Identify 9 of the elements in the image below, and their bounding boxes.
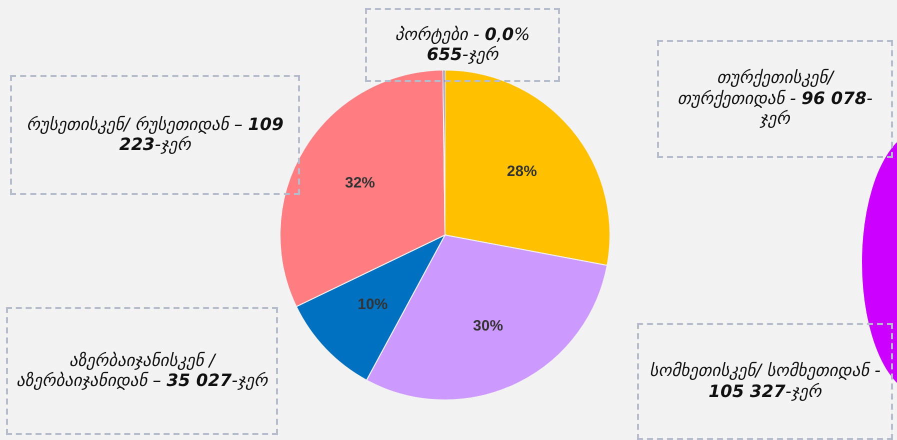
data-label: 10% [358,296,388,314]
slice-label: აზერბაიჯანისკენ /აზერბაიჯანიდან – 35 027-ჯერ [16,350,268,392]
slice-label: სომხეთისკენ/ სომხეთიდან - 105 327-ჯერ [648,361,882,402]
data-label: 32% [344,174,376,192]
category-label: რუსეთისკენ/ რუსეთიდან – 109 223-ჯერ [26,114,284,155]
category-label: პორტები - 0,0% 655-ჯერ [394,24,530,65]
category-label: თურქეთისკენ/ თურქეთიდან - 96 078-ჯერ [677,68,873,130]
data-label: 30% [473,317,504,334]
data-label: 28% [506,163,537,180]
